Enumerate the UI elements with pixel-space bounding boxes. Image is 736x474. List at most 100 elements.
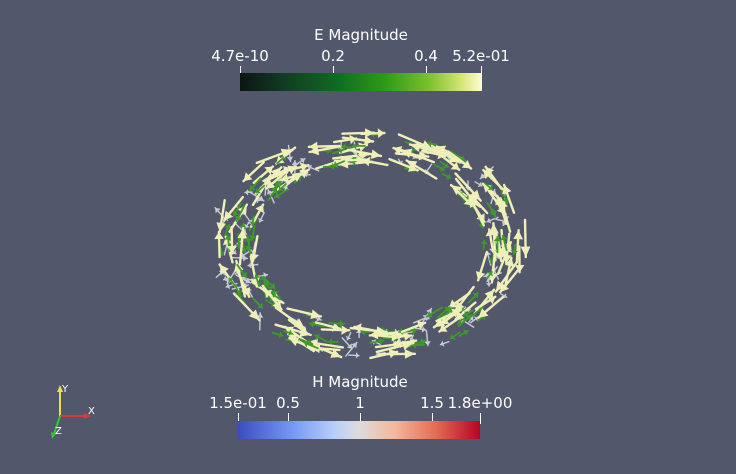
- e-arrow-head: [376, 326, 387, 336]
- e-arrow-head: [410, 142, 422, 152]
- e-arrow-head: [315, 333, 321, 341]
- e-arrow-head: [280, 148, 293, 158]
- e-arrow-head: [419, 338, 426, 346]
- e-tick-label: 0.2: [321, 47, 345, 65]
- e-arrow-head: [465, 315, 472, 321]
- h-arrow-head: [299, 158, 305, 164]
- e-arrow-head: [420, 140, 433, 150]
- h-arrow-head: [473, 316, 478, 322]
- e-tick-mark: [240, 66, 241, 77]
- e-arrow-head: [299, 327, 311, 337]
- e-arrow-head: [450, 161, 460, 170]
- e-arrow-head: [486, 272, 494, 277]
- e-arrow-head: [471, 195, 480, 204]
- h-arrow-head: [346, 343, 353, 349]
- h-tick-label: 1.5e-01: [209, 394, 267, 412]
- e-arrow-head: [439, 165, 444, 172]
- h-arrow-head: [256, 312, 264, 318]
- h-arrow-head: [244, 223, 250, 228]
- z-axis-icon: [53, 415, 61, 435]
- e-arrow-head: [342, 142, 346, 151]
- e-arrow-head: [411, 326, 417, 335]
- e-arrow-head: [214, 232, 224, 240]
- e-tick-label: 0.4: [414, 47, 438, 65]
- e-arrow-head: [239, 223, 247, 230]
- e-arrow-head: [278, 331, 283, 339]
- e-colorbar[interactable]: [240, 73, 482, 91]
- e-arrow-head: [235, 215, 243, 222]
- e-arrow-head: [475, 271, 486, 281]
- e-arrow-head: [493, 236, 502, 242]
- h-arrow-head: [440, 340, 445, 347]
- e-arrow-head: [463, 197, 473, 206]
- e-tick-mark: [426, 66, 427, 77]
- e-arrow-head: [513, 230, 523, 240]
- e-arrow-head: [520, 246, 531, 258]
- e-arrow-head: [364, 135, 374, 146]
- h-tick-mark: [360, 413, 361, 424]
- e-legend-title: E Magnitude: [314, 26, 408, 44]
- e-arrow-head: [278, 185, 285, 192]
- e-arrow-head: [257, 302, 263, 309]
- e-arrow-head: [224, 224, 232, 230]
- e-arrow-head: [485, 166, 494, 176]
- e-arrow-head: [416, 320, 426, 330]
- h-arrow-head: [424, 341, 431, 346]
- h-arrow-head: [244, 277, 251, 284]
- e-arrow-head: [362, 156, 371, 167]
- h-arrow-head: [355, 352, 359, 359]
- e-arrow-head: [274, 191, 281, 199]
- h-colorbar[interactable]: [238, 421, 480, 439]
- e-arrow-head: [501, 196, 509, 203]
- h-arrow-head: [351, 342, 357, 349]
- x-arrowhead-icon: [84, 413, 91, 419]
- e-arrow-head: [249, 184, 256, 191]
- e-arrow-head: [439, 323, 448, 332]
- e-arrow-head: [500, 235, 508, 241]
- e-arrow-head: [269, 282, 275, 289]
- e-arrow-head: [249, 253, 259, 262]
- e-arrow-head: [377, 128, 385, 139]
- h-tick-label: 1: [355, 394, 365, 412]
- e-arrow-head: [235, 290, 242, 295]
- e-tick-label: 4.7e-10: [211, 47, 269, 65]
- e-arrow-head: [463, 329, 468, 336]
- orientation-axes[interactable]: Y X Z: [40, 382, 110, 444]
- e-tick-mark: [481, 66, 482, 77]
- e-arrow-head: [248, 309, 260, 321]
- y-arrowhead-icon: [57, 385, 63, 392]
- h-tick-label: 1.8e+00: [447, 394, 513, 412]
- h-tick-mark: [288, 413, 289, 424]
- e-arrow-head: [249, 221, 257, 226]
- e-arrow-head: [219, 264, 229, 275]
- h-arrow-head: [421, 326, 426, 333]
- y-axis-label: Y: [61, 384, 69, 395]
- e-arrow-head: [426, 310, 434, 318]
- e-arrow-head: [393, 146, 403, 156]
- z-axis-label: Z: [55, 426, 62, 437]
- e-arrow-head: [256, 187, 262, 194]
- e-arrow-head: [478, 308, 489, 318]
- e-arrow-head: [404, 349, 415, 359]
- e-arrow-head: [240, 247, 248, 253]
- e-arrow-head: [495, 280, 506, 292]
- e-arrow-head: [328, 338, 332, 346]
- e-arrow-head: [349, 134, 357, 145]
- e-tick-mark: [333, 66, 334, 77]
- e-arrow-head: [490, 210, 497, 216]
- e-arrow-head: [502, 185, 512, 195]
- e-arrow-head: [276, 181, 282, 187]
- h-tick-label: 0.5: [276, 394, 300, 412]
- e-arrow-head: [232, 210, 239, 216]
- e-arrow-head: [309, 320, 315, 329]
- h-arrow-head: [316, 315, 322, 322]
- e-arrow-head: [408, 162, 418, 172]
- e-arrow-head: [418, 150, 429, 161]
- h-tick-mark: [432, 413, 433, 424]
- e-arrow-head: [464, 310, 469, 318]
- e-arrow-head: [263, 281, 270, 288]
- e-arrow-head: [455, 301, 465, 311]
- e-arrow-head: [498, 248, 508, 256]
- e-arrow-head: [341, 325, 350, 335]
